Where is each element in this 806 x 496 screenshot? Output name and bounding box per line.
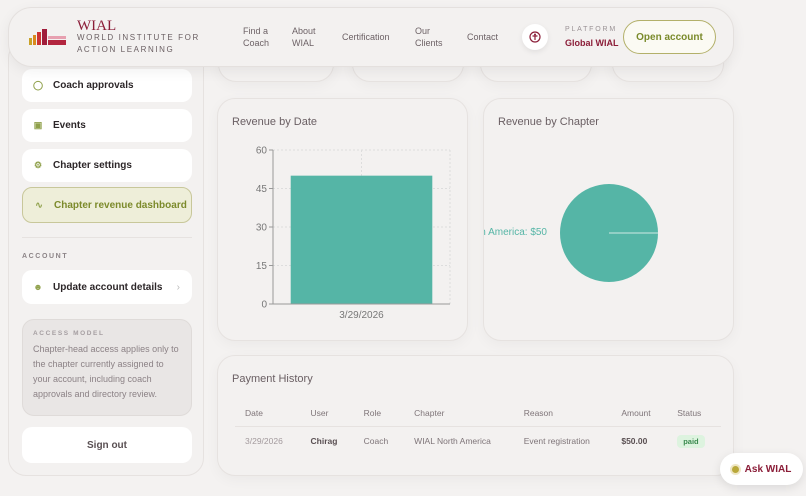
payment-history-title: Payment History <box>232 373 313 385</box>
sidebar-item-label: Chapter settings <box>53 160 132 171</box>
brand-subtitle: WORLD INSTITUTE FOR ACTION LEARNING <box>77 33 200 54</box>
gear-icon: ⚙ <box>33 160 43 170</box>
chart-title: Revenue by Date <box>232 116 317 128</box>
nav-certification[interactable]: Certification <box>342 32 390 42</box>
chart-title: Revenue by Chapter <box>498 116 599 128</box>
column-header: Role <box>353 404 405 427</box>
sidebar-item-coach-approvals[interactable]: ◯ Coach approvals <box>22 69 192 102</box>
bar <box>290 175 433 304</box>
access-model-text: Chapter-head access applies only to the … <box>33 344 179 399</box>
nav-contact[interactable]: Contact <box>467 32 499 42</box>
table-cell: paid <box>667 427 721 456</box>
bar-chart: 0 15 30 45 60 3/29/2026 <box>256 146 451 321</box>
column-header: Date <box>235 404 301 427</box>
column-header: Status <box>667 404 721 427</box>
sidebar-item-revenue-dashboard[interactable]: ∿ Chapter revenue dashboard <box>22 187 192 223</box>
payment-table: Date User Role Chapter Reason Amount Status 3/2… <box>235 404 721 455</box>
brand-name: WIAL <box>77 18 117 34</box>
ask-wial-button[interactable]: Ask WIAL <box>720 453 803 485</box>
chart-icon: ∿ <box>35 199 43 210</box>
table-cell: Chirag <box>310 436 338 446</box>
pie-slice-label: WIAL North America: $50 <box>484 227 547 238</box>
pie-chart: WIAL North America: $50 <box>484 184 658 282</box>
access-model-title: ACCESS MODEL <box>33 330 105 337</box>
status-badge: paid <box>677 435 705 448</box>
column-header: Amount <box>611 404 668 427</box>
account-heading: ACCOUNT <box>22 253 69 260</box>
sidebar-item-events[interactable]: ▣ Events <box>22 109 192 142</box>
sidebar-item-label: Chapter revenue dashboard <box>54 199 187 211</box>
y-tick-label: 0 <box>261 300 267 311</box>
ask-wial-label: Ask WIAL <box>744 463 792 475</box>
platform-value[interactable]: Global WIAL <box>565 38 619 48</box>
table-cell: 3/29/2026 <box>245 436 283 446</box>
table-cell: WIAL North America <box>414 436 491 446</box>
calendar-icon: ▣ <box>33 120 43 130</box>
y-tick-label: 45 <box>256 184 268 195</box>
x-tick-label: 3/29/2026 <box>339 310 384 321</box>
sidebar-item-label: Events <box>53 120 86 131</box>
top-header: WIAL WORLD INSTITUTE FOR ACTION LEARNING… <box>8 7 734 67</box>
accessibility-button[interactable] <box>522 24 548 50</box>
users-icon: ◯ <box>32 80 44 90</box>
platform-label: PLATFORM <box>565 26 617 33</box>
chevron-right-icon: › <box>176 281 180 293</box>
table-cell: Event registration <box>523 436 590 446</box>
table-cell: $50.00 <box>621 436 648 446</box>
y-tick-label: 30 <box>256 223 268 234</box>
revenue-by-chapter-card: Revenue by Chapter WIAL North America: $… <box>483 98 734 341</box>
column-header: User <box>300 404 354 427</box>
wial-logo[interactable] <box>29 28 69 46</box>
sidebar-item-chapter-settings[interactable]: ⚙ Chapter settings <box>22 149 192 182</box>
sidebar-item-label: Coach approvals <box>53 80 134 91</box>
nav-find-coach[interactable]: Find a Coach <box>243 26 270 48</box>
accessibility-icon <box>529 31 541 43</box>
nav-clients[interactable]: Our Clients <box>415 26 443 48</box>
update-account-button[interactable]: ☻ Update account details › <box>22 270 192 304</box>
column-header: Chapter <box>404 404 514 427</box>
access-model-note: ACCESS MODEL Chapter-head access applies… <box>22 319 192 416</box>
divider <box>22 237 192 238</box>
status-dot-icon <box>731 465 739 473</box>
open-account-button[interactable]: Open account <box>623 20 716 54</box>
payment-history-card: Payment History Date User Role Chapter Reaso… <box>217 355 734 476</box>
nav-about[interactable]: About WIAL <box>292 26 316 48</box>
y-tick-label: 60 <box>256 146 268 157</box>
sidebar: ◯ Coach approvals ▣ Events ⚙ Chapter settin… <box>8 40 204 476</box>
table-row: 3/29/2026 Chirag Coach WIAL North America Ev… <box>235 427 721 456</box>
y-tick-label: 15 <box>256 261 268 272</box>
update-account-label: Update account details <box>53 281 163 293</box>
revenue-by-date-card: Revenue by Date 0 15 30 45 60 3/29/2026 <box>217 98 468 341</box>
table-cell: Coach <box>363 436 389 446</box>
column-header: Reason <box>513 404 612 427</box>
user-icon: ☻ <box>33 282 43 292</box>
sign-out-button[interactable]: Sign out <box>22 427 192 463</box>
